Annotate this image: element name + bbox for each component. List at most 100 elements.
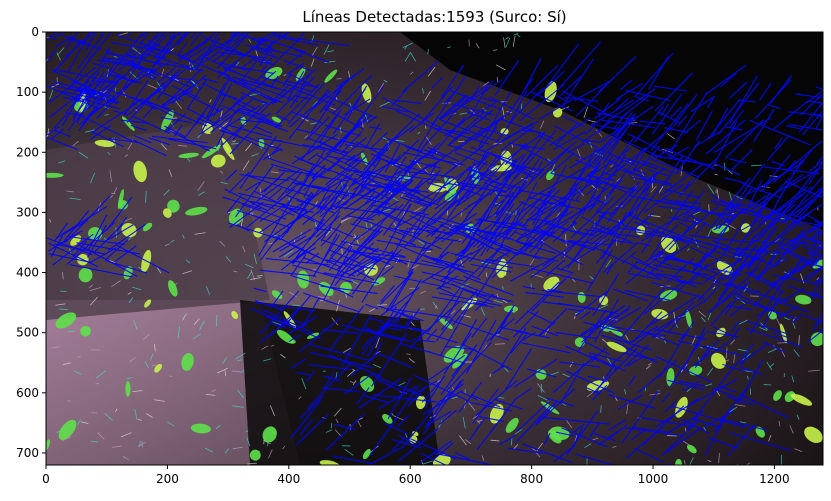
detected-line bbox=[791, 313, 804, 324]
detected-line bbox=[403, 151, 465, 166]
texture-stroke bbox=[104, 114, 109, 116]
detected-line bbox=[156, 72, 178, 100]
detected-line bbox=[715, 267, 760, 308]
detected-line bbox=[770, 298, 810, 313]
detected-line bbox=[305, 252, 320, 264]
detected-line bbox=[52, 32, 63, 41]
detected-line bbox=[197, 39, 231, 62]
detected-line bbox=[470, 263, 512, 273]
detected-line bbox=[568, 308, 585, 312]
texture-stroke bbox=[245, 263, 254, 269]
detected-line bbox=[525, 64, 559, 97]
detected-line bbox=[248, 175, 311, 197]
detected-line bbox=[253, 59, 273, 65]
detected-line bbox=[261, 76, 313, 93]
detected-line bbox=[745, 290, 791, 303]
detected-line bbox=[92, 80, 113, 84]
detected-line bbox=[706, 98, 741, 141]
detected-line bbox=[47, 230, 83, 252]
detected-line bbox=[444, 288, 465, 322]
texture-stroke bbox=[115, 408, 118, 413]
detected-line bbox=[776, 160, 803, 203]
detected-line bbox=[564, 96, 599, 102]
detected-line bbox=[387, 377, 412, 420]
detected-line bbox=[297, 372, 310, 376]
detected-line bbox=[371, 204, 429, 216]
detected-line bbox=[448, 111, 485, 145]
detected-line bbox=[319, 83, 343, 114]
detected-line bbox=[557, 182, 580, 214]
detected-line bbox=[697, 270, 728, 302]
plant-leaf bbox=[249, 449, 261, 461]
texture-stroke bbox=[193, 333, 201, 340]
detected-line bbox=[318, 137, 367, 178]
texture-stroke bbox=[80, 421, 89, 424]
detected-line bbox=[399, 342, 432, 353]
plant-leaf bbox=[222, 144, 235, 161]
texture-stroke bbox=[569, 361, 574, 368]
detected-line bbox=[436, 319, 454, 342]
detected-line bbox=[305, 370, 315, 383]
detected-line bbox=[635, 172, 658, 213]
detected-line bbox=[171, 74, 207, 105]
detected-line bbox=[809, 228, 823, 242]
detected-line bbox=[648, 157, 700, 178]
detected-line bbox=[171, 85, 200, 99]
detected-line bbox=[768, 104, 781, 110]
detected-line bbox=[361, 252, 394, 303]
detected-line bbox=[446, 182, 508, 193]
detected-line bbox=[630, 255, 650, 266]
detected-line bbox=[630, 176, 676, 188]
detected-line bbox=[388, 235, 416, 246]
detected-line bbox=[615, 97, 629, 111]
texture-stroke bbox=[513, 444, 519, 450]
detected-line bbox=[704, 339, 719, 357]
texture-stroke bbox=[612, 445, 617, 448]
detected-line bbox=[52, 233, 94, 266]
detected-line bbox=[592, 227, 632, 243]
detected-line bbox=[61, 79, 90, 127]
detected-line bbox=[514, 231, 529, 239]
detected-line bbox=[569, 167, 599, 190]
texture-stroke bbox=[796, 414, 800, 420]
texture-stroke bbox=[778, 420, 781, 427]
detected-line bbox=[145, 87, 161, 102]
detected-line bbox=[274, 83, 320, 129]
detected-line bbox=[454, 114, 505, 152]
texture-stroke bbox=[686, 388, 691, 393]
detected-line bbox=[786, 284, 823, 299]
detected-line bbox=[463, 275, 515, 296]
texture-stroke bbox=[451, 386, 455, 391]
detected-line bbox=[440, 298, 474, 356]
detected-line bbox=[54, 68, 120, 84]
texture-stroke bbox=[56, 47, 65, 56]
detected-line bbox=[48, 253, 92, 263]
detected-line bbox=[445, 145, 485, 175]
detected-line bbox=[528, 220, 569, 253]
detected-line bbox=[773, 332, 789, 339]
detected-line bbox=[570, 196, 615, 239]
texture-stroke bbox=[625, 335, 629, 341]
texture-stroke bbox=[109, 195, 114, 199]
detected-line bbox=[574, 291, 608, 317]
detected-line bbox=[497, 319, 507, 335]
detected-line bbox=[320, 285, 378, 295]
detected-line bbox=[394, 258, 445, 269]
detected-line bbox=[391, 437, 405, 451]
detected-line bbox=[449, 225, 494, 250]
detected-line bbox=[786, 186, 823, 217]
detected-line bbox=[190, 32, 203, 46]
detected-line bbox=[108, 137, 139, 144]
detected-line bbox=[509, 90, 528, 123]
detected-line bbox=[659, 243, 690, 266]
detected-line bbox=[720, 219, 746, 259]
detected-line bbox=[496, 113, 518, 142]
detected-line bbox=[376, 239, 433, 251]
detected-line bbox=[353, 169, 413, 182]
detected-line bbox=[287, 315, 318, 335]
detected-line bbox=[612, 136, 635, 167]
detected-line bbox=[542, 43, 580, 93]
detected-line bbox=[339, 289, 354, 298]
texture-stroke bbox=[185, 259, 191, 264]
texture-stroke bbox=[347, 369, 356, 377]
